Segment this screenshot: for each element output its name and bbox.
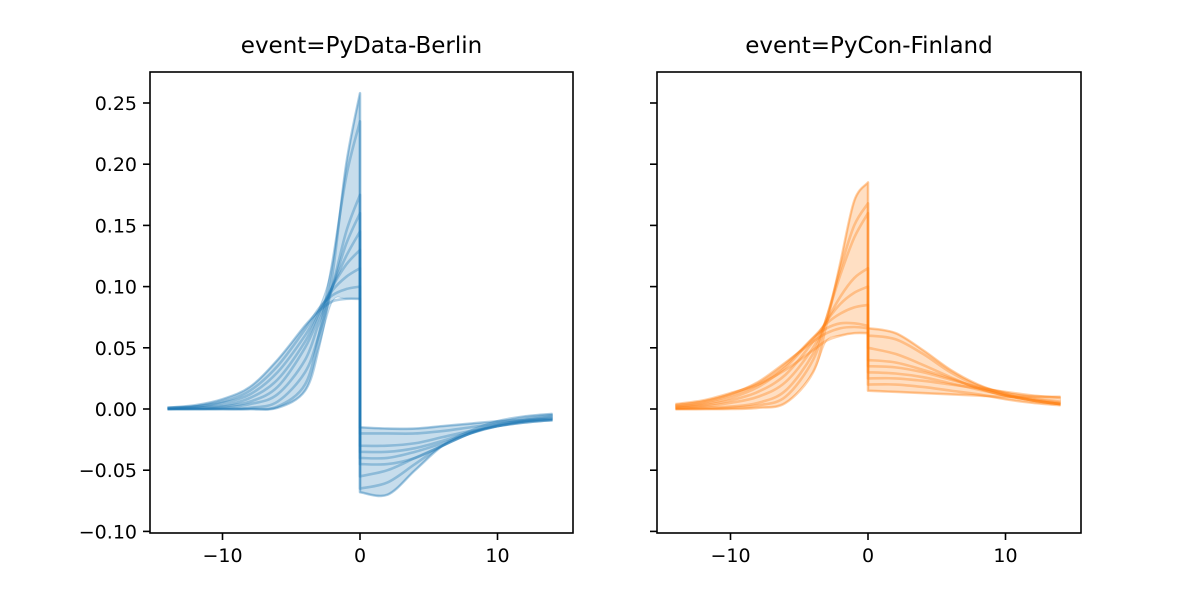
axes-frame: [149, 71, 574, 534]
series-line-6: [167, 248, 553, 454]
y-tick-label: 0.25: [95, 93, 137, 115]
subplot-title: event=PyData-Berlin: [241, 33, 482, 59]
subplot-1: −10 0 10 −0.10 −0.05 0.00 0.05 0.10 0.15 0.20 0.25…: [79, 33, 574, 567]
y-tick-label: 0.00: [95, 399, 137, 421]
y-tick-label: 0.05: [95, 338, 137, 360]
series-line-7: [675, 325, 1061, 407]
x-tick-label: −10: [710, 545, 750, 567]
series-line-3: [167, 193, 553, 478]
series-line-4: [167, 211, 553, 466]
subplot-2: −10 0 10 event=PyCon-Finland: [650, 33, 1082, 567]
y-tick-label: −0.10: [79, 521, 137, 543]
series-line-6: [675, 303, 1061, 408]
confidence-band: [167, 93, 553, 497]
series-line-9: [675, 331, 1061, 406]
x-tick-label: 10: [485, 545, 509, 567]
y-tick-label: 0.15: [95, 215, 137, 237]
series-line-3: [675, 211, 1061, 411]
x-tick-label: 0: [862, 545, 874, 567]
x-tick-label: 0: [354, 545, 366, 567]
series-line-7: [167, 266, 553, 448]
subplot-title: event=PyCon-Finland: [745, 33, 992, 59]
series-line-2: [167, 120, 553, 490]
series-line-5: [167, 230, 553, 460]
y-tick-label: 0.10: [95, 277, 137, 299]
x-tick-label: 10: [993, 545, 1017, 567]
series-line-8: [167, 285, 553, 435]
axes-frame: [656, 71, 1082, 534]
y-tick-label: −0.05: [79, 460, 137, 482]
series-line-2: [675, 202, 1061, 411]
series-line-9: [167, 297, 553, 431]
confidence-band: [675, 181, 1061, 410]
series-line-8: [675, 321, 1061, 408]
y-tick-label: 0.20: [95, 154, 137, 176]
series-line-4: [675, 266, 1061, 410]
series-line-1: [675, 181, 1061, 411]
series-line-5: [675, 285, 1061, 410]
x-tick-label: −10: [202, 545, 242, 567]
series-line-1: [167, 91, 553, 498]
